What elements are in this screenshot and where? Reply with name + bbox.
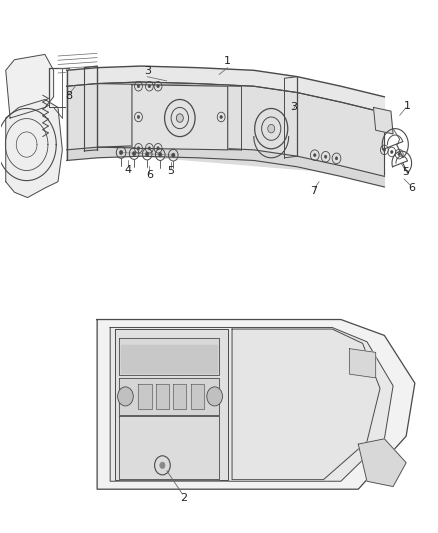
Text: 2: 2 (180, 493, 188, 503)
Circle shape (132, 151, 136, 156)
Text: 8: 8 (65, 91, 72, 101)
Text: 1: 1 (223, 56, 230, 66)
Circle shape (159, 152, 162, 157)
Circle shape (314, 154, 316, 157)
Text: 6: 6 (408, 183, 415, 193)
Text: 7: 7 (310, 185, 318, 196)
Polygon shape (119, 378, 219, 415)
Polygon shape (132, 85, 228, 150)
Polygon shape (119, 416, 219, 479)
Circle shape (177, 114, 184, 122)
Polygon shape (115, 329, 228, 480)
Circle shape (145, 152, 149, 156)
Polygon shape (6, 100, 62, 198)
Circle shape (324, 155, 327, 158)
Polygon shape (121, 345, 217, 373)
Polygon shape (358, 439, 406, 487)
Circle shape (391, 150, 393, 154)
Text: 6: 6 (146, 171, 153, 180)
Polygon shape (191, 384, 204, 409)
Circle shape (137, 115, 140, 118)
Circle shape (148, 147, 151, 150)
Circle shape (268, 124, 275, 133)
Circle shape (383, 148, 386, 151)
Circle shape (119, 150, 123, 155)
Polygon shape (156, 384, 169, 409)
Circle shape (157, 147, 159, 150)
Polygon shape (67, 82, 385, 176)
Polygon shape (350, 349, 376, 378)
Polygon shape (173, 384, 186, 409)
Circle shape (157, 85, 159, 88)
Circle shape (148, 85, 151, 88)
Polygon shape (6, 54, 53, 118)
Circle shape (335, 157, 338, 160)
Polygon shape (67, 86, 385, 176)
Polygon shape (97, 319, 415, 489)
Circle shape (137, 85, 140, 88)
Polygon shape (374, 108, 393, 134)
Polygon shape (232, 329, 380, 480)
Circle shape (207, 387, 223, 406)
Text: 3: 3 (290, 102, 297, 112)
Circle shape (117, 387, 133, 406)
Circle shape (398, 152, 400, 156)
Polygon shape (138, 384, 152, 409)
Polygon shape (67, 146, 385, 187)
Polygon shape (110, 327, 393, 481)
Text: 4: 4 (124, 165, 131, 175)
Text: 5: 5 (403, 167, 410, 177)
Circle shape (172, 153, 175, 157)
Polygon shape (67, 66, 385, 113)
Circle shape (137, 147, 140, 150)
Circle shape (160, 462, 165, 469)
Polygon shape (119, 338, 219, 375)
Text: 3: 3 (144, 67, 151, 76)
Text: 5: 5 (168, 166, 175, 176)
Circle shape (220, 115, 223, 118)
Text: 1: 1 (403, 101, 410, 111)
